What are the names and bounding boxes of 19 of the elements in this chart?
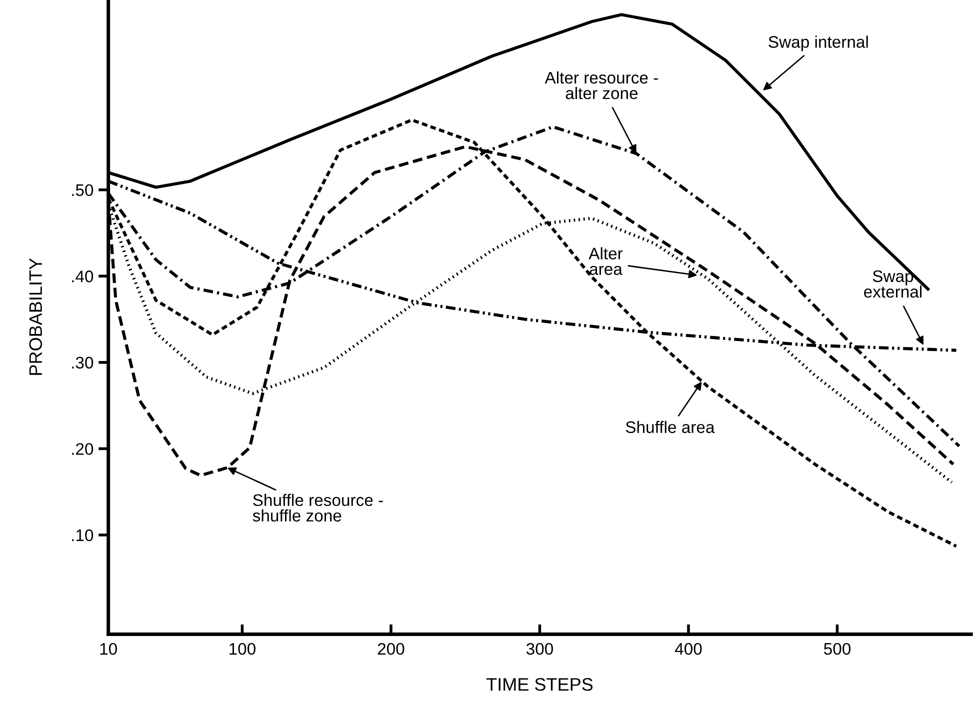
x-tick-label: 300 <box>526 642 553 655</box>
x-tick-label: 100 <box>230 642 256 655</box>
x-tick-label: 200 <box>378 642 404 655</box>
x-tick-label: 400 <box>674 642 702 655</box>
annotation: Shuffle resource - shuffle zone <box>252 494 383 522</box>
x-tick-label: 10 <box>100 642 117 655</box>
annotation: Alter area <box>588 247 623 275</box>
annotation: Alter resource - alter zone <box>544 71 658 100</box>
annotation: Shuffle area <box>626 420 715 434</box>
x-tick-label: 500 <box>824 642 850 655</box>
y-tick-label: .50 <box>72 184 94 196</box>
y-tick-label: .10 <box>72 529 94 542</box>
y-tick-label: .30 <box>72 356 94 369</box>
x-axis-title: TIME STEPS <box>486 678 593 691</box>
y-tick-label: .40 <box>72 270 94 282</box>
annotation: Swap external <box>864 270 922 298</box>
y-axis-title: PROBABILITY <box>29 258 42 375</box>
annotation: Swap internal <box>768 36 868 52</box>
y-tick-label: .20 <box>72 443 94 455</box>
